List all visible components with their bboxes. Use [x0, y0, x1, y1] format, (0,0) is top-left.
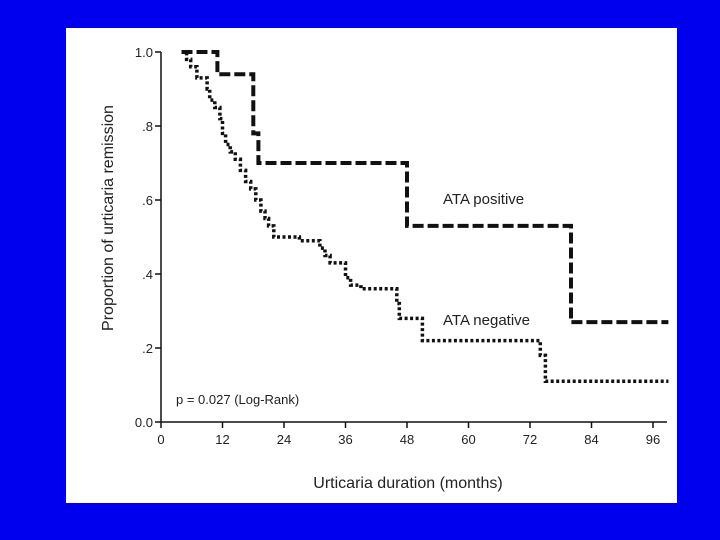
y-tick-label: .8: [142, 119, 153, 134]
x-ticks: 0 12 24 36 48 60 72 84 96: [157, 422, 660, 447]
plot-area: 0.0 .2 .4 .6 .8 1.0 0 12 24 36 48 60 72 84 96: [135, 45, 669, 447]
slide-panel: [66, 28, 677, 503]
y-axis-label: Proportion of urticaria remission: [100, 105, 117, 331]
x-axis-label: Urticaria duration (months): [313, 475, 502, 492]
x-tick-label: 96: [646, 432, 660, 447]
x-tick-label: 0: [157, 432, 164, 447]
x-tick-label: 24: [277, 432, 291, 447]
x-tick-label: 84: [584, 432, 598, 447]
series-group: [181, 50, 669, 384]
legend-label-ata-positive: ATA positive: [443, 191, 524, 208]
x-tick-label: 60: [461, 432, 475, 447]
y-tick-label: .6: [142, 193, 153, 208]
series-line-ata-positive: [181, 50, 669, 325]
y-ticks: 0.0 .2 .4 .6 .8 1.0: [135, 45, 161, 430]
x-tick-label: 48: [400, 432, 414, 447]
y-tick-label: .2: [142, 341, 153, 356]
y-tick-label: 1.0: [135, 45, 153, 60]
series-line-ata-negative: [181, 50, 669, 384]
x-tick-label: 36: [338, 432, 352, 447]
x-tick-label: 12: [215, 432, 229, 447]
y-tick-label: .4: [142, 267, 153, 282]
p-value-annotation: p = 0.027 (Log-Rank): [176, 392, 299, 407]
x-tick-label: 72: [523, 432, 537, 447]
y-tick-label: 0.0: [135, 415, 153, 430]
legend-label-ata-negative: ATA negative: [443, 312, 530, 329]
